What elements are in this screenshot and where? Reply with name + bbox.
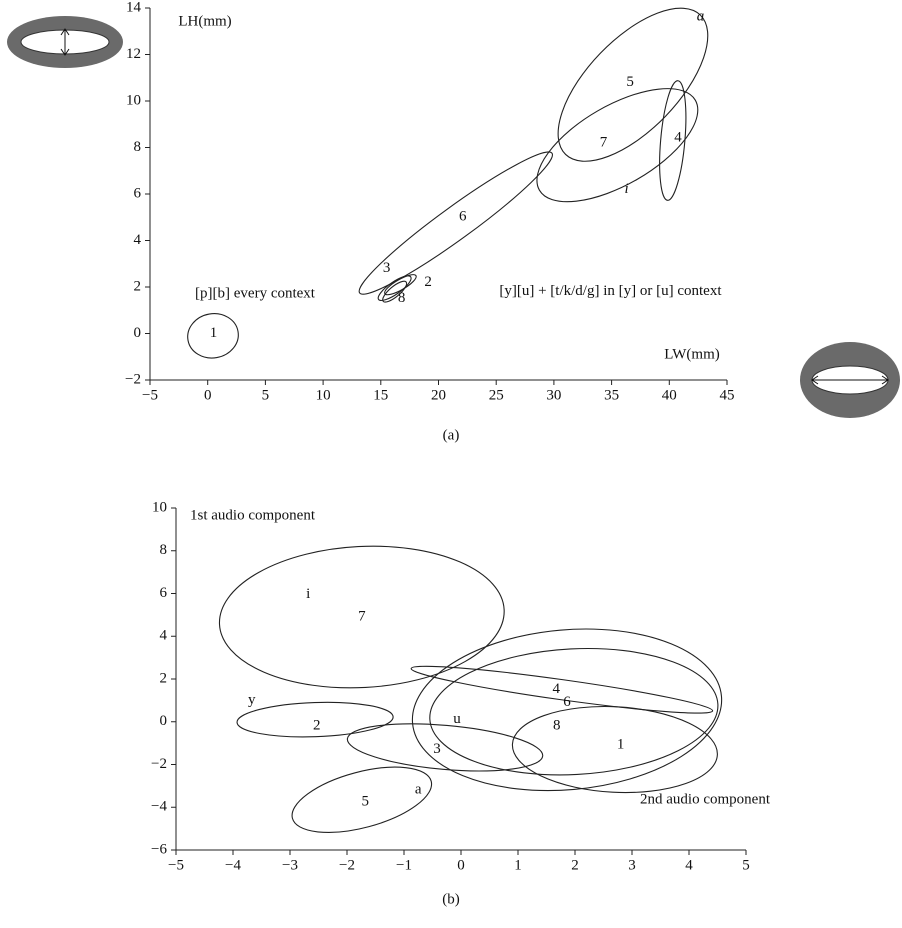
x-tick-label: 5 (262, 387, 270, 403)
y-tick-label: 4 (160, 628, 168, 644)
x-tick-label: −5 (168, 857, 184, 873)
ellipse (411, 628, 723, 792)
ellipse (382, 280, 408, 303)
point-label: 6 (563, 694, 571, 710)
point-label: 4 (552, 681, 560, 697)
point-label: i (625, 181, 629, 197)
x-tick-label: −5 (142, 387, 158, 403)
y-tick-label: 8 (134, 139, 142, 155)
point-label: 5 (361, 793, 369, 809)
point-label: 8 (553, 717, 561, 733)
ellipse (236, 701, 394, 738)
ellipse (536, 88, 699, 203)
x-tick-label: 45 (720, 387, 735, 403)
x-tick-label: 25 (489, 387, 504, 403)
y-tick-label: 4 (134, 232, 142, 248)
x-tick-label: 40 (662, 387, 677, 403)
x-tick-label: 0 (204, 387, 212, 403)
point-label: u (453, 711, 461, 727)
y-tick-label: −6 (151, 841, 167, 857)
lips-icon-width (800, 342, 900, 418)
y-tick-label: 2 (134, 278, 142, 294)
point-label: 7 (358, 608, 366, 624)
y-tick-label: −2 (151, 756, 167, 772)
y-tick-label: 10 (126, 92, 141, 108)
ellipse (218, 545, 505, 689)
caption: (b) (442, 891, 460, 907)
ellipse (346, 723, 544, 772)
point-label: 1 (210, 325, 218, 341)
point-label: 7 (600, 134, 608, 150)
point-label: a (415, 782, 422, 798)
ellipse (511, 705, 718, 794)
point-label: 5 (626, 74, 634, 90)
x-tick-label: 30 (546, 387, 561, 403)
y-axis-label: LH(mm) (178, 13, 231, 29)
x-tick-label: 0 (457, 857, 465, 873)
point-label: a (697, 9, 705, 25)
ellipse (659, 80, 687, 201)
x-tick-label: −2 (339, 857, 355, 873)
x-tick-label: 2 (571, 857, 579, 873)
y-tick-label: 10 (152, 499, 167, 515)
y-tick-label: 2 (160, 670, 168, 686)
ellipse (410, 665, 714, 714)
point-label: i (306, 586, 310, 602)
point-label: [y][u] + [t/k/d/g] in [y] or [u] context (499, 283, 722, 299)
x-tick-label: 4 (685, 857, 693, 873)
x-tick-label: −3 (282, 857, 298, 873)
y-tick-label: 6 (160, 585, 168, 601)
x-axis-label: LW(mm) (664, 346, 720, 362)
point-label: 6 (459, 209, 467, 225)
x-axis-label: 2nd audio component (640, 791, 771, 807)
y-tick-label: −4 (151, 799, 167, 815)
ellipse (358, 151, 553, 295)
ellipse (377, 275, 412, 302)
point-label: 1 (617, 737, 625, 753)
point-label: 3 (433, 741, 441, 757)
x-tick-label: 15 (373, 387, 388, 403)
ellipse (384, 274, 417, 296)
y-tick-label: 6 (134, 185, 142, 201)
point-label: 2 (424, 274, 432, 290)
ellipse (291, 766, 433, 833)
x-tick-label: 20 (431, 387, 446, 403)
point-label: 3 (383, 260, 391, 276)
y-axis-label: 1st audio component (190, 507, 316, 523)
point-label: 4 (674, 130, 682, 146)
x-tick-label: 3 (628, 857, 636, 873)
lips-icon-height (7, 16, 123, 68)
point-label: 8 (398, 290, 406, 306)
x-tick-label: −4 (225, 857, 241, 873)
point-label: 2 (313, 717, 321, 733)
x-tick-label: 5 (742, 857, 750, 873)
caption: (a) (443, 427, 460, 443)
point-label: [p][b] every context (195, 285, 316, 301)
ellipse (429, 647, 719, 776)
y-tick-label: 14 (126, 0, 142, 15)
x-tick-label: 10 (316, 387, 331, 403)
y-tick-label: 12 (126, 46, 141, 62)
point-label: y (248, 692, 256, 708)
x-tick-label: −1 (396, 857, 412, 873)
y-tick-label: 0 (134, 325, 142, 341)
ellipse (187, 313, 239, 359)
x-tick-label: 35 (604, 387, 619, 403)
y-tick-label: 8 (160, 542, 168, 558)
y-tick-label: 0 (160, 713, 168, 729)
x-tick-label: 1 (514, 857, 522, 873)
ellipse (557, 7, 709, 162)
y-tick-label: −2 (125, 371, 141, 387)
